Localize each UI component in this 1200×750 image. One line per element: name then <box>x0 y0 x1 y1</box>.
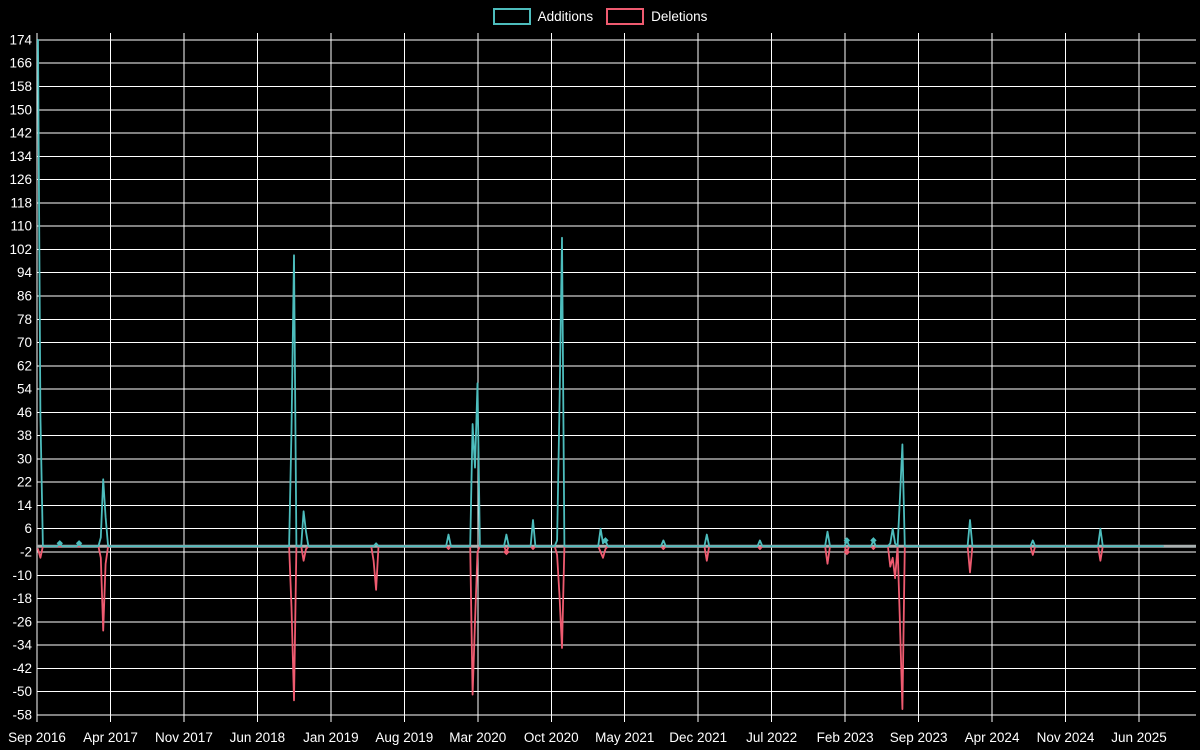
point-markers <box>56 537 877 556</box>
y-tick-label: 174 <box>9 32 32 47</box>
legend-label-deletions: Deletions <box>651 9 708 24</box>
x-tick-label: Aug 2019 <box>375 730 433 745</box>
x-tick-label: Oct 2020 <box>524 730 579 745</box>
chart-legend: Additions Deletions <box>0 8 1200 25</box>
data-point-marker-icon <box>843 537 851 544</box>
y-tick-label: 134 <box>9 149 32 164</box>
y-tick-label: 94 <box>17 265 33 280</box>
x-tick-label: Jun 2025 <box>1111 730 1167 745</box>
v-gridlines <box>36 33 1140 722</box>
x-tick-label: Jun 2018 <box>230 730 286 745</box>
deletions-line <box>37 545 1164 710</box>
data-point-marker-icon <box>870 537 877 544</box>
x-tick-labels: Sep 2016 Apr 2017 Nov 2017 Jun 2018 Jan 2019… <box>8 730 1167 745</box>
y-tick-label: 150 <box>9 102 32 117</box>
y-tick-label: 118 <box>10 195 32 210</box>
x-tick-label: Apr 2017 <box>83 730 138 745</box>
y-tick-label: 62 <box>17 358 32 373</box>
y-tick-label: -26 <box>12 614 32 629</box>
y-tick-label: 110 <box>10 219 32 234</box>
y-tick-label: -2 <box>20 545 32 560</box>
x-tick-label: Apr 2024 <box>965 730 1020 745</box>
deletions-swatch-icon <box>606 8 645 25</box>
y-tick-label: 70 <box>17 335 32 350</box>
y-tick-label: -10 <box>12 568 32 583</box>
y-tick-label: 126 <box>9 172 32 187</box>
x-tick-label: Mar 2020 <box>449 730 506 745</box>
legend-item-additions[interactable]: Additions <box>492 8 594 25</box>
x-tick-label: Sep 2023 <box>890 730 948 745</box>
h-gridlines <box>37 39 1196 716</box>
additions-swatch-icon <box>492 8 531 25</box>
y-tick-label: 30 <box>17 451 32 466</box>
y-tick-label: 46 <box>17 405 32 420</box>
y-tick-label: -50 <box>12 684 32 699</box>
y-tick-label: 102 <box>9 242 32 257</box>
x-tick-label: Dec 2021 <box>669 730 727 745</box>
legend-item-deletions[interactable]: Deletions <box>606 8 707 25</box>
y-tick-label: 54 <box>17 382 33 397</box>
y-tick-label: 166 <box>9 56 32 71</box>
x-tick-label: Jan 2019 <box>303 730 359 745</box>
x-tick-label: Jul 2022 <box>746 730 797 745</box>
y-tick-label: -58 <box>12 707 32 722</box>
data-point-marker-icon <box>56 540 63 547</box>
x-tick-label: Sep 2016 <box>8 730 66 745</box>
data-point-marker-icon <box>843 548 851 556</box>
x-tick-label: Feb 2023 <box>817 730 874 745</box>
data-point-marker-icon <box>503 548 510 556</box>
data-point-marker-icon <box>602 537 609 544</box>
y-tick-label: 14 <box>17 498 33 513</box>
y-tick-labels: 1741661581501421341261181101029486787062… <box>9 32 32 722</box>
legend-label-additions: Additions <box>537 9 594 24</box>
y-tick-label: -42 <box>12 661 32 676</box>
x-tick-label: May 2021 <box>595 730 654 745</box>
y-tick-label: -18 <box>12 591 32 606</box>
data-point-marker-icon <box>75 540 83 547</box>
y-tick-label: -34 <box>12 638 32 653</box>
y-tick-label: 86 <box>17 288 32 303</box>
y-tick-label: 38 <box>17 428 32 443</box>
y-tick-label: 142 <box>9 126 32 141</box>
y-tick-label: 78 <box>17 312 32 327</box>
x-tick-label: Nov 2024 <box>1037 730 1095 745</box>
y-tick-label: 6 <box>24 521 32 536</box>
additions-line <box>37 39 1164 548</box>
y-tick-label: 22 <box>17 475 32 490</box>
x-tick-label: Nov 2017 <box>155 730 213 745</box>
y-tick-label: 158 <box>9 79 32 94</box>
